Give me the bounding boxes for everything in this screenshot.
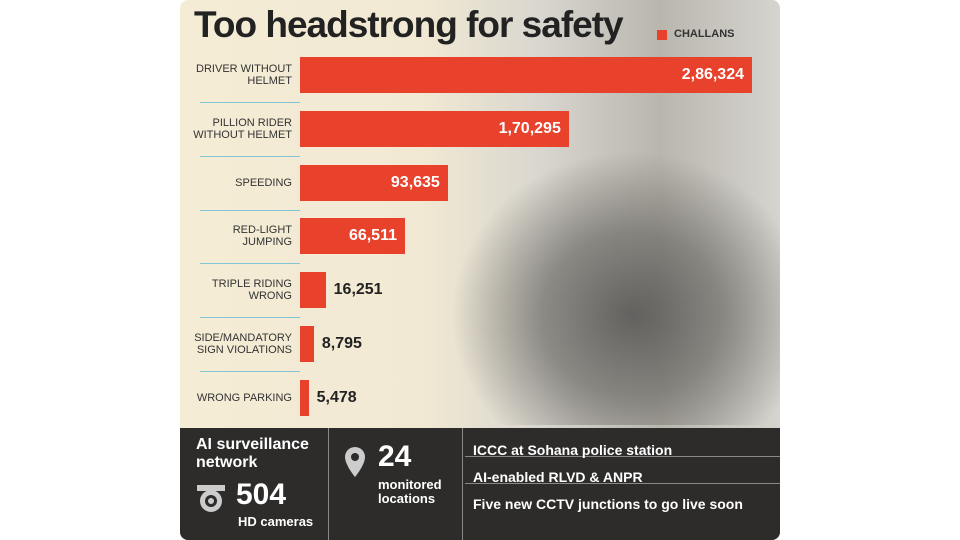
value-label: 5,478 [316,388,357,406]
divider [462,428,463,540]
photo [450,150,780,425]
note: ICCC at Sohana police station [465,430,780,458]
camera-count: 504 [236,478,287,511]
legend-label: CHALLANS [674,28,735,40]
value-label: 8,795 [321,335,362,352]
bar [300,379,309,416]
divider [328,428,329,540]
bar [300,272,326,309]
bar [300,326,314,362]
separator [200,370,300,372]
y-tick-label: PILLION RIDER WITHOUT HELMET [193,116,292,141]
separator [200,263,300,265]
camera-unit: HD cameras [238,514,314,529]
y-tick-label: WRONG PARKING [196,391,292,404]
separator [200,101,300,103]
bar [300,218,405,255]
chart-title: Too headstrong for safety [194,4,624,45]
bar [300,164,448,201]
y-tick-label: SPEEDING [235,176,292,189]
location-count: 24 [378,440,412,473]
surveillance-title: AI surveillance network [196,436,309,471]
legend-swatch [657,30,667,40]
value-label: 2,86,324 [681,66,744,83]
camera-icon [197,485,225,512]
y-tick-label: RED-LIGHT JUMPING [232,224,292,249]
y-tick-label: DRIVER WITHOUT HELMET [196,63,292,87]
note: Five new CCTV junctions to go live soon [473,496,743,512]
note: AI-enabled RLVD & ANPR [465,457,780,485]
value-label: 93,635 [390,173,440,191]
value-label: 1,70,295 [498,119,561,137]
bar [300,110,569,147]
info-panel: AI surveillance network 504 HD cameras 2… [180,428,780,540]
y-tick-label: SIDE/MANDATORY SIGN VIOLATIONS [194,332,292,356]
infographic: Too headstrong for safety CHALLANS DRIVE… [180,0,780,540]
location-unit: monitored locations [378,477,442,506]
location-icon [345,447,365,477]
y-tick-label: TRIPLE RIDING WRONG [211,278,292,303]
bar [300,57,752,93]
separator [200,155,300,157]
value-label: 66,511 [348,227,397,245]
separator [200,209,300,211]
value-label: 16,251 [333,281,383,299]
separator [200,317,300,319]
